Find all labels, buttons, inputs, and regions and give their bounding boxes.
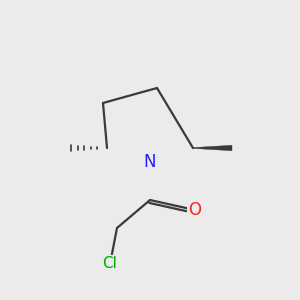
Text: N: N [144, 153, 156, 171]
Text: Cl: Cl [103, 256, 117, 272]
Polygon shape [193, 145, 232, 151]
Text: O: O [188, 201, 202, 219]
